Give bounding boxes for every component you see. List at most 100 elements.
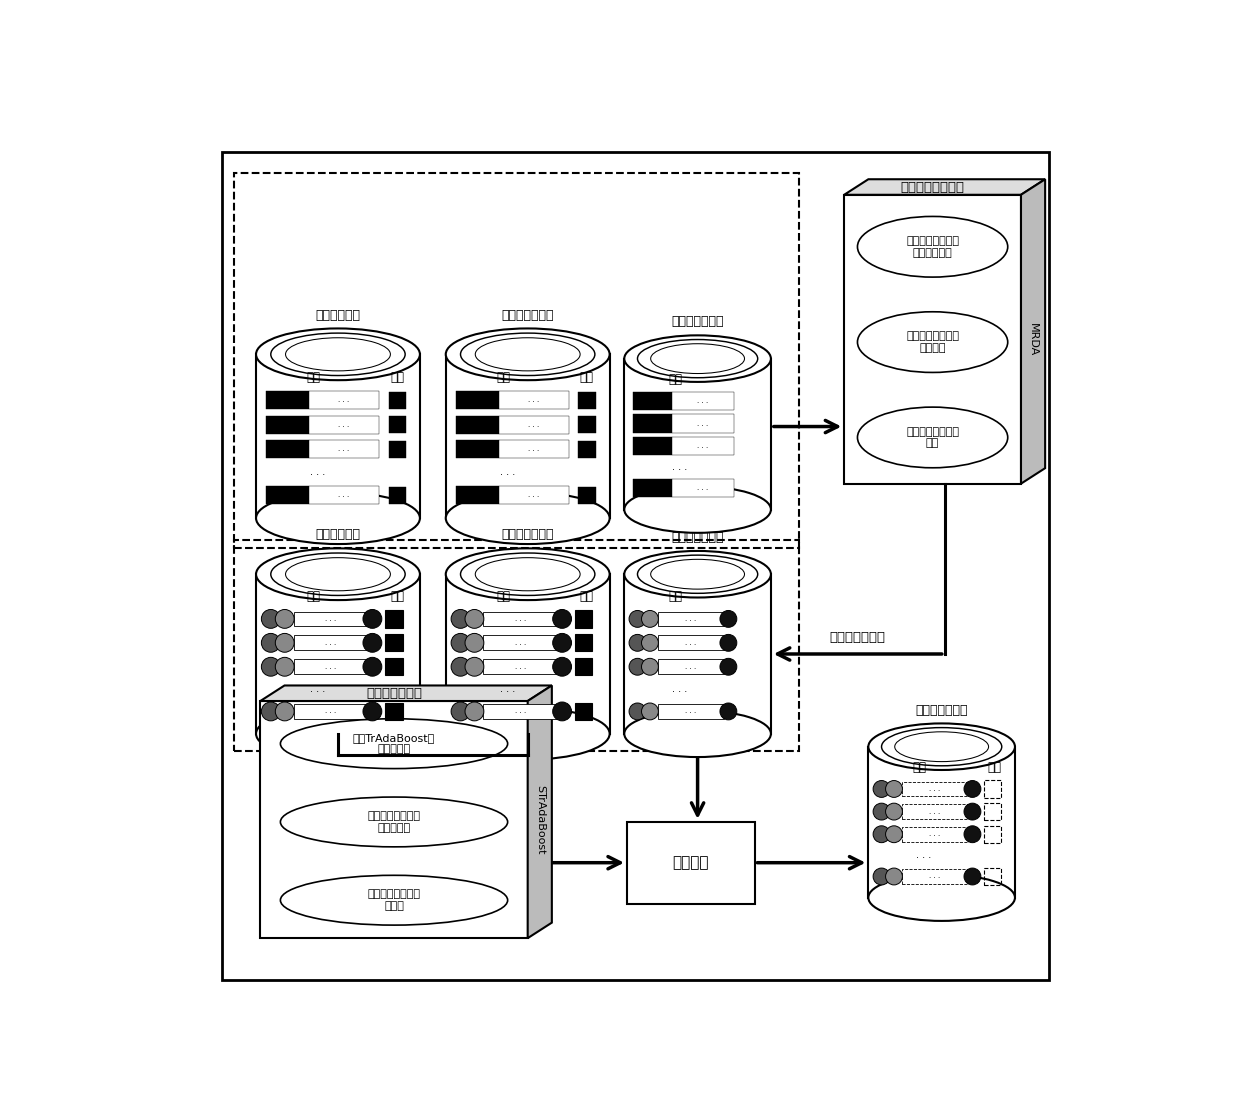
Bar bbox=[484, 612, 557, 626]
Bar bbox=[844, 195, 1021, 484]
Text: . . .: . . . bbox=[339, 492, 350, 498]
Text: . . .: . . . bbox=[686, 709, 697, 715]
Bar bbox=[265, 391, 309, 409]
Circle shape bbox=[363, 657, 382, 676]
Text: . . .: . . . bbox=[500, 467, 515, 477]
Ellipse shape bbox=[624, 710, 771, 757]
Bar bbox=[901, 804, 968, 819]
Circle shape bbox=[275, 609, 294, 628]
Bar bbox=[634, 437, 672, 455]
Circle shape bbox=[553, 702, 572, 721]
Text: . . .: . . . bbox=[697, 485, 708, 492]
Text: 目标域测试样本: 目标域测试样本 bbox=[671, 531, 724, 544]
Bar bbox=[901, 782, 968, 796]
Bar bbox=[309, 440, 379, 458]
Text: 特征: 特征 bbox=[306, 371, 320, 384]
Text: 特征: 特征 bbox=[496, 371, 510, 384]
Circle shape bbox=[641, 610, 658, 627]
Bar bbox=[901, 869, 968, 884]
Bar bbox=[672, 437, 734, 455]
Bar bbox=[484, 660, 557, 674]
Text: . . .: . . . bbox=[930, 786, 941, 792]
Bar bbox=[985, 781, 1002, 797]
Circle shape bbox=[641, 659, 658, 675]
Bar bbox=[455, 416, 498, 433]
Text: 特征: 特征 bbox=[913, 762, 926, 774]
Bar bbox=[445, 575, 610, 734]
Circle shape bbox=[275, 657, 294, 676]
Polygon shape bbox=[844, 179, 1045, 195]
Circle shape bbox=[465, 702, 484, 721]
Text: . . .: . . . bbox=[697, 420, 708, 427]
Bar bbox=[985, 825, 1002, 843]
Bar bbox=[260, 701, 528, 939]
Circle shape bbox=[641, 703, 658, 720]
Bar bbox=[265, 440, 309, 458]
Text: 目标域测试样本: 目标域测试样本 bbox=[671, 316, 724, 328]
Circle shape bbox=[262, 702, 280, 721]
Bar bbox=[294, 635, 367, 650]
Text: 源域训练样本: 源域训练样本 bbox=[315, 308, 361, 321]
Bar bbox=[658, 660, 724, 674]
Circle shape bbox=[465, 634, 484, 652]
Bar bbox=[265, 486, 309, 504]
Text: . . .: . . . bbox=[672, 684, 687, 694]
Text: . . .: . . . bbox=[697, 398, 708, 404]
Bar bbox=[386, 610, 403, 627]
Text: 特征: 特征 bbox=[496, 590, 510, 603]
Bar bbox=[575, 703, 593, 720]
Bar bbox=[624, 358, 771, 510]
Bar bbox=[985, 803, 1002, 820]
Text: 目标域训练样本: 目标域训练样本 bbox=[501, 529, 554, 541]
Bar bbox=[672, 392, 734, 410]
Text: . . .: . . . bbox=[528, 422, 539, 428]
Text: 特征: 特征 bbox=[668, 373, 682, 386]
Bar bbox=[575, 634, 593, 652]
Ellipse shape bbox=[624, 335, 771, 382]
Text: 目标域训练样本: 目标域训练样本 bbox=[501, 308, 554, 321]
Bar bbox=[498, 391, 569, 409]
Circle shape bbox=[629, 703, 646, 720]
Bar bbox=[484, 635, 557, 650]
Circle shape bbox=[629, 610, 646, 627]
Bar bbox=[389, 392, 405, 409]
Circle shape bbox=[885, 868, 903, 885]
Text: 预测模型: 预测模型 bbox=[672, 856, 709, 870]
Text: . . .: . . . bbox=[310, 467, 325, 477]
Circle shape bbox=[963, 825, 981, 842]
Text: 源域训练样本: 源域训练样本 bbox=[315, 529, 361, 541]
Bar bbox=[985, 868, 1002, 885]
Text: . . .: . . . bbox=[915, 850, 931, 860]
Circle shape bbox=[873, 825, 890, 842]
Polygon shape bbox=[528, 685, 552, 939]
Text: . . .: . . . bbox=[697, 444, 708, 449]
Circle shape bbox=[720, 634, 737, 651]
Circle shape bbox=[963, 868, 981, 885]
Bar bbox=[294, 660, 367, 674]
Circle shape bbox=[363, 634, 382, 652]
Bar bbox=[672, 479, 734, 497]
Text: 特征的迁移变换: 特征的迁移变换 bbox=[830, 631, 885, 644]
Bar bbox=[386, 634, 403, 652]
Text: . . .: . . . bbox=[528, 398, 539, 403]
Ellipse shape bbox=[255, 328, 420, 380]
Text: 边缘和条件分布在
领域间的距离: 边缘和条件分布在 领域间的距离 bbox=[906, 236, 959, 258]
Text: 标签: 标签 bbox=[579, 371, 594, 384]
Bar bbox=[309, 391, 379, 409]
Circle shape bbox=[451, 702, 470, 721]
Bar bbox=[386, 703, 403, 720]
Bar bbox=[255, 354, 420, 519]
Bar bbox=[498, 486, 569, 504]
Text: . . .: . . . bbox=[325, 709, 336, 715]
Ellipse shape bbox=[255, 549, 420, 600]
Ellipse shape bbox=[868, 875, 1016, 921]
Bar bbox=[455, 391, 498, 409]
Text: . . .: . . . bbox=[930, 831, 941, 838]
Circle shape bbox=[641, 634, 658, 651]
Bar bbox=[498, 440, 569, 458]
Bar bbox=[389, 417, 405, 433]
Bar bbox=[255, 575, 420, 734]
Bar bbox=[294, 704, 367, 719]
Text: MRDA: MRDA bbox=[1028, 323, 1038, 356]
Circle shape bbox=[885, 781, 903, 797]
